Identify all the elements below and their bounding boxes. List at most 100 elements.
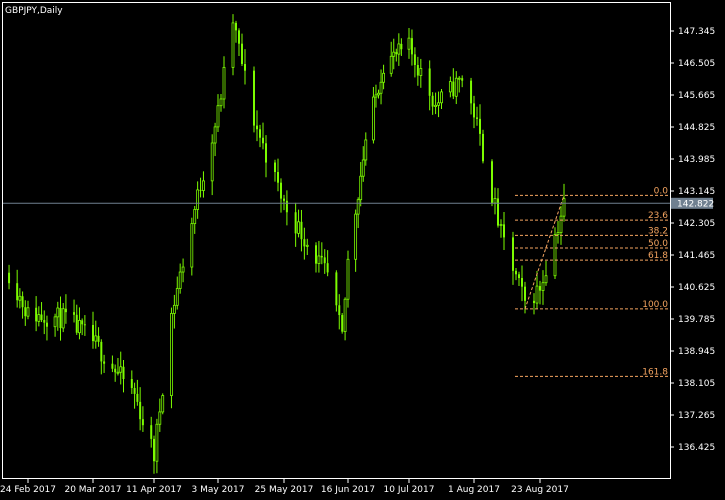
plot-frame: [2, 2, 671, 479]
candle: [512, 231, 514, 285]
candle: [335, 270, 338, 312]
candle-body-bull: [379, 81, 383, 94]
candle-body-bull: [26, 307, 30, 317]
candle-body-bear: [410, 38, 413, 55]
candle: [8, 264, 11, 290]
candle: [544, 260, 548, 286]
candle: [136, 379, 139, 406]
candle: [407, 27, 411, 59]
candle-body-bull: [541, 282, 545, 291]
candle-body-bear: [280, 182, 282, 199]
candle: [326, 250, 329, 277]
current-price-box: [671, 197, 713, 209]
fib-level-label: 50.0: [648, 239, 668, 249]
candle-body-bear: [43, 320, 46, 323]
candle: [356, 197, 360, 229]
candle: [413, 47, 416, 78]
candle-body-bull: [196, 189, 200, 210]
candle-body-bull: [407, 37, 411, 50]
price-axis[interactable]: 147.345 146.505 145.665 144.825 143.985 143.1…: [670, 27, 715, 453]
fib-level-label: 23.6: [648, 211, 668, 221]
candle: [382, 64, 385, 90]
candle: [274, 159, 276, 182]
candle-body-bear: [139, 401, 142, 420]
candle: [277, 158, 279, 192]
candle-body-bear: [16, 283, 19, 301]
candle: [419, 58, 423, 88]
date-axis[interactable]: 24 Feb 2017 20 Mar 2017 11 Apr 2017 3 May 2…: [0, 479, 569, 495]
fib-level-label: 161.8: [642, 367, 668, 377]
candle-body-bull: [448, 81, 452, 93]
candle-body-bear: [83, 324, 86, 326]
candle: [361, 146, 365, 182]
candle: [431, 92, 434, 115]
candle: [133, 382, 136, 409]
candle: [539, 280, 541, 305]
candle-body-bull: [392, 51, 396, 57]
fibonacci-retracement[interactable]: 0.0 23.6 38.2 50.0 61.8 100.0 161.8: [515, 186, 670, 377]
candle-body-bear: [35, 307, 38, 322]
candle: [64, 294, 67, 324]
candle-body-bull: [364, 139, 368, 161]
candle-body-bear: [100, 341, 103, 362]
candle-body-bear: [238, 30, 240, 44]
candle-body-bull: [437, 102, 440, 106]
candle: [92, 311, 94, 349]
price-axis-label: 143.145: [678, 187, 715, 197]
candle-body-bull: [170, 313, 173, 396]
candle-body-bull: [397, 43, 401, 55]
candle-body-bull: [155, 423, 159, 462]
candle: [377, 89, 380, 99]
candle: [461, 75, 464, 88]
candle: [303, 227, 306, 260]
candle-body-bull: [172, 304, 176, 314]
candle: [21, 291, 24, 319]
candle: [379, 69, 383, 105]
candle-body-bull: [18, 295, 22, 301]
candle-body-bear: [283, 198, 285, 201]
candle-body-bull: [544, 275, 548, 284]
symbol-label: GBPJPY,Daily: [5, 6, 63, 16]
candle: [346, 250, 350, 308]
candle-body-bull: [317, 255, 321, 265]
candle-body-bear: [395, 52, 398, 55]
candle-body-bull: [356, 199, 360, 215]
candle-body-bull: [359, 175, 363, 201]
candle: [410, 29, 413, 66]
candle: [130, 370, 133, 394]
candle-body-bear: [111, 363, 114, 369]
candle: [535, 271, 539, 309]
candle-body-bear: [259, 129, 261, 138]
candle: [253, 66, 255, 133]
candle-body-bull: [37, 314, 41, 322]
fib-level-label: 38.2: [648, 226, 668, 236]
candle: [434, 92, 437, 115]
candle: [305, 238, 309, 255]
candle: [178, 263, 182, 294]
candle-body-bear: [323, 257, 326, 264]
price-axis-label: 139.785: [678, 315, 715, 325]
candle: [231, 14, 235, 76]
price-axis-label: 146.505: [678, 59, 715, 69]
candle-body-bull: [78, 319, 81, 334]
candle: [473, 95, 475, 129]
candle-body-bear: [136, 393, 139, 402]
candle-body-bear: [265, 143, 267, 163]
candle: [338, 294, 341, 330]
candle: [374, 84, 378, 108]
candle-body-bear: [497, 198, 499, 226]
candle-body-bear: [476, 117, 478, 119]
price-axis-label: 143.985: [678, 155, 715, 165]
candle-body-bear: [130, 379, 133, 389]
candle-body-bear: [315, 245, 317, 264]
candle-body-bear: [73, 312, 76, 315]
candle: [161, 393, 165, 415]
candle-body-bull: [213, 126, 217, 144]
candle-body-bull: [231, 22, 235, 68]
candle-body-bear: [413, 54, 416, 66]
candle: [45, 315, 48, 341]
candle: [219, 93, 223, 112]
candle: [181, 258, 185, 283]
candle-body-bull: [190, 223, 194, 268]
